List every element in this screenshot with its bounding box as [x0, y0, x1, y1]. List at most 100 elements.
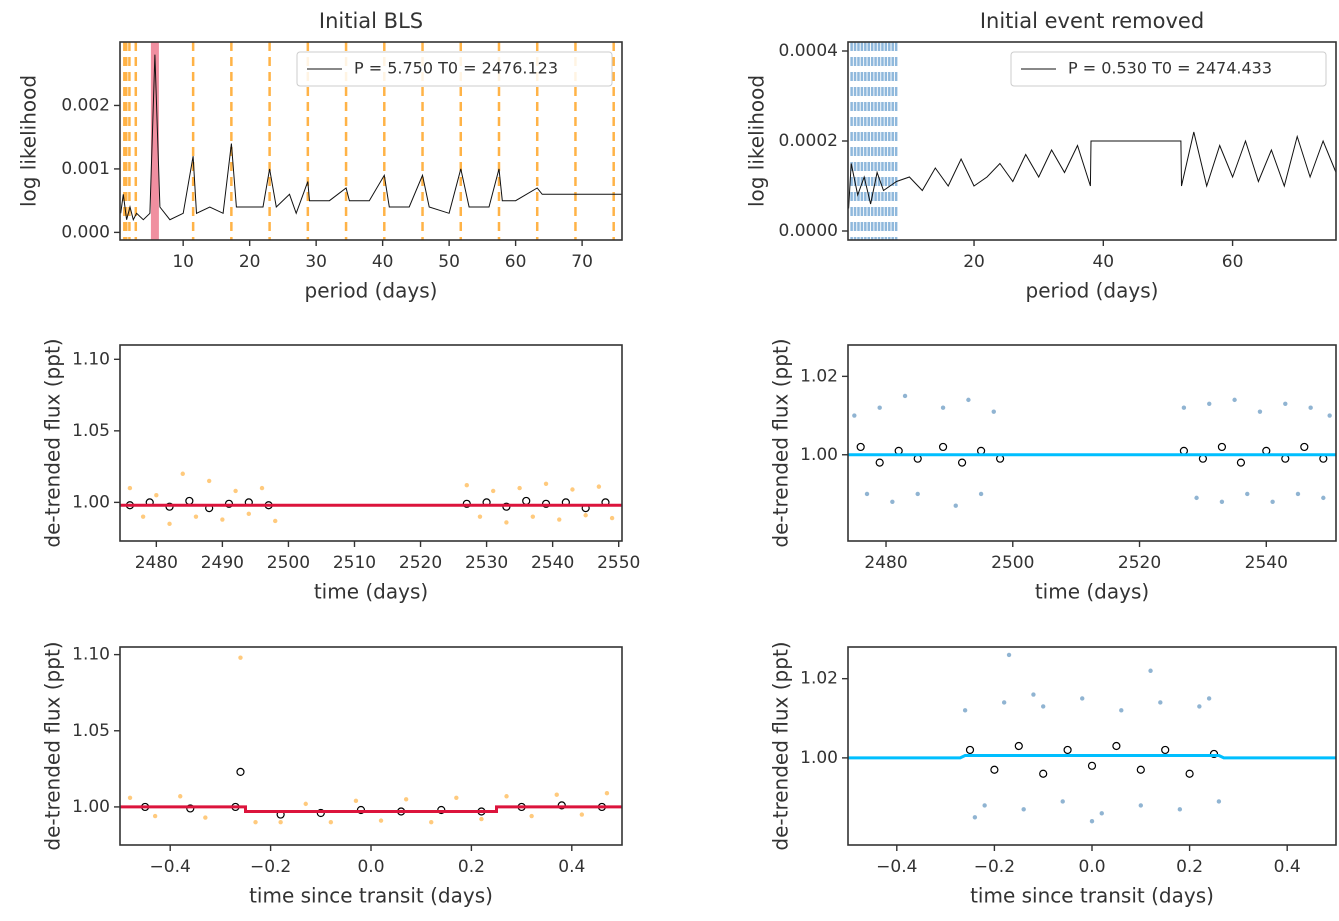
data-point [1060, 799, 1065, 804]
data-point [303, 801, 308, 807]
binned-point [856, 442, 865, 452]
x-tick-label: −0.2 [250, 857, 291, 877]
x-tick-label: 2500 [991, 553, 1034, 573]
binned-point [522, 496, 531, 506]
binned-point [1063, 745, 1072, 755]
data-point [877, 405, 882, 410]
plot-area [120, 655, 622, 825]
binned-point [1136, 765, 1145, 774]
y-tick-label: 1.00 [800, 748, 838, 768]
panel: 20 40 60 0.0000 0.0002 0.0004 Initial event re… [745, 9, 1337, 303]
data-point [278, 819, 283, 825]
data-point [972, 815, 978, 820]
binned-point [437, 805, 446, 815]
binned-point [185, 496, 194, 506]
y-axis-label: de-trended flux (ppt) [41, 338, 65, 547]
x-tick-label: 2500 [267, 553, 310, 573]
data-point [966, 397, 971, 403]
data-point [152, 813, 158, 819]
y-axis-label: log likelihood [745, 75, 769, 207]
data-point [127, 795, 133, 800]
data-point [259, 485, 265, 491]
data-point [253, 819, 258, 825]
highlight-band [150, 42, 159, 240]
data-point [543, 481, 549, 486]
data-point [220, 517, 225, 522]
y-tick-label: 1.05 [72, 721, 110, 741]
panel: 2480 2500 2520 2540 1.00 1.02 time (days) de-tr… [769, 338, 1337, 604]
data-point [962, 708, 968, 713]
data-point [1031, 692, 1036, 697]
data-point [978, 491, 984, 497]
data-point [1245, 491, 1250, 497]
x-axis-label: period (days) [1026, 279, 1159, 303]
x-tick-label: 10 [172, 252, 194, 272]
data-point [1270, 499, 1275, 504]
data-point [1283, 401, 1288, 406]
x-axis-label: time since transit (days) [970, 884, 1214, 908]
data-point [203, 815, 208, 820]
binned-point [957, 458, 967, 467]
data-point [902, 393, 908, 399]
data-point [1001, 700, 1007, 705]
x-axis-label: time (days) [1035, 580, 1149, 604]
data-point [1194, 495, 1199, 501]
data-point [1219, 499, 1225, 504]
x-tick-label: 2550 [597, 553, 640, 573]
binned-point [1236, 458, 1246, 467]
y-tick-label: 0.0004 [779, 41, 838, 61]
binned-point [1112, 741, 1121, 751]
data-point [233, 488, 238, 494]
binned-point [1300, 442, 1309, 452]
data-point [464, 483, 469, 488]
binned-point [1262, 446, 1271, 455]
data-point [1206, 696, 1212, 701]
series-line [120, 54, 622, 222]
x-tick-label: 2540 [531, 553, 574, 573]
x-tick-label: 50 [438, 252, 460, 272]
data-point [477, 514, 483, 519]
x-tick-label: −0.4 [876, 857, 917, 877]
data-point [583, 513, 588, 518]
x-tick-label: 60 [1222, 252, 1244, 272]
legend-label: P = 5.750 T0 = 2476.123 [354, 59, 558, 78]
x-tick-label: 30 [305, 252, 327, 272]
binned-point [1179, 446, 1188, 455]
data-point [604, 791, 610, 796]
x-tick-label: 2530 [465, 553, 508, 573]
data-point [180, 471, 185, 476]
series-line [120, 805, 622, 813]
panel-title: Initial BLS [319, 9, 423, 33]
binned-point [186, 804, 195, 813]
data-point [238, 655, 243, 660]
x-tick-label: 2520 [399, 553, 442, 573]
data-point [1207, 401, 1212, 406]
binned-point [894, 446, 903, 455]
x-tick-label: 0.0 [357, 857, 384, 877]
x-tick-label: 40 [372, 252, 394, 272]
data-point [273, 518, 278, 524]
data-point [479, 816, 484, 822]
data-point [1021, 807, 1026, 812]
data-point [1099, 811, 1104, 816]
x-tick-label: 0.4 [558, 857, 585, 877]
data-point [1216, 799, 1222, 804]
series-line [848, 754, 1336, 760]
data-point [178, 794, 183, 799]
x-tick-label: 70 [571, 252, 593, 272]
data-point [403, 797, 409, 802]
data-point [328, 819, 334, 825]
y-tick-label: 1.02 [800, 366, 838, 386]
x-tick-label: 40 [1092, 252, 1114, 272]
x-tick-label: 60 [505, 252, 527, 272]
data-point [1327, 413, 1332, 418]
binned-point [990, 765, 999, 774]
x-tick-label: −0.4 [150, 857, 191, 877]
data-point [1089, 819, 1095, 824]
data-point [852, 413, 857, 418]
data-point [579, 812, 585, 817]
y-axis-label: log likelihood [17, 75, 41, 207]
axes-frame [119, 344, 623, 542]
y-tick-label: 0.002 [61, 95, 110, 115]
